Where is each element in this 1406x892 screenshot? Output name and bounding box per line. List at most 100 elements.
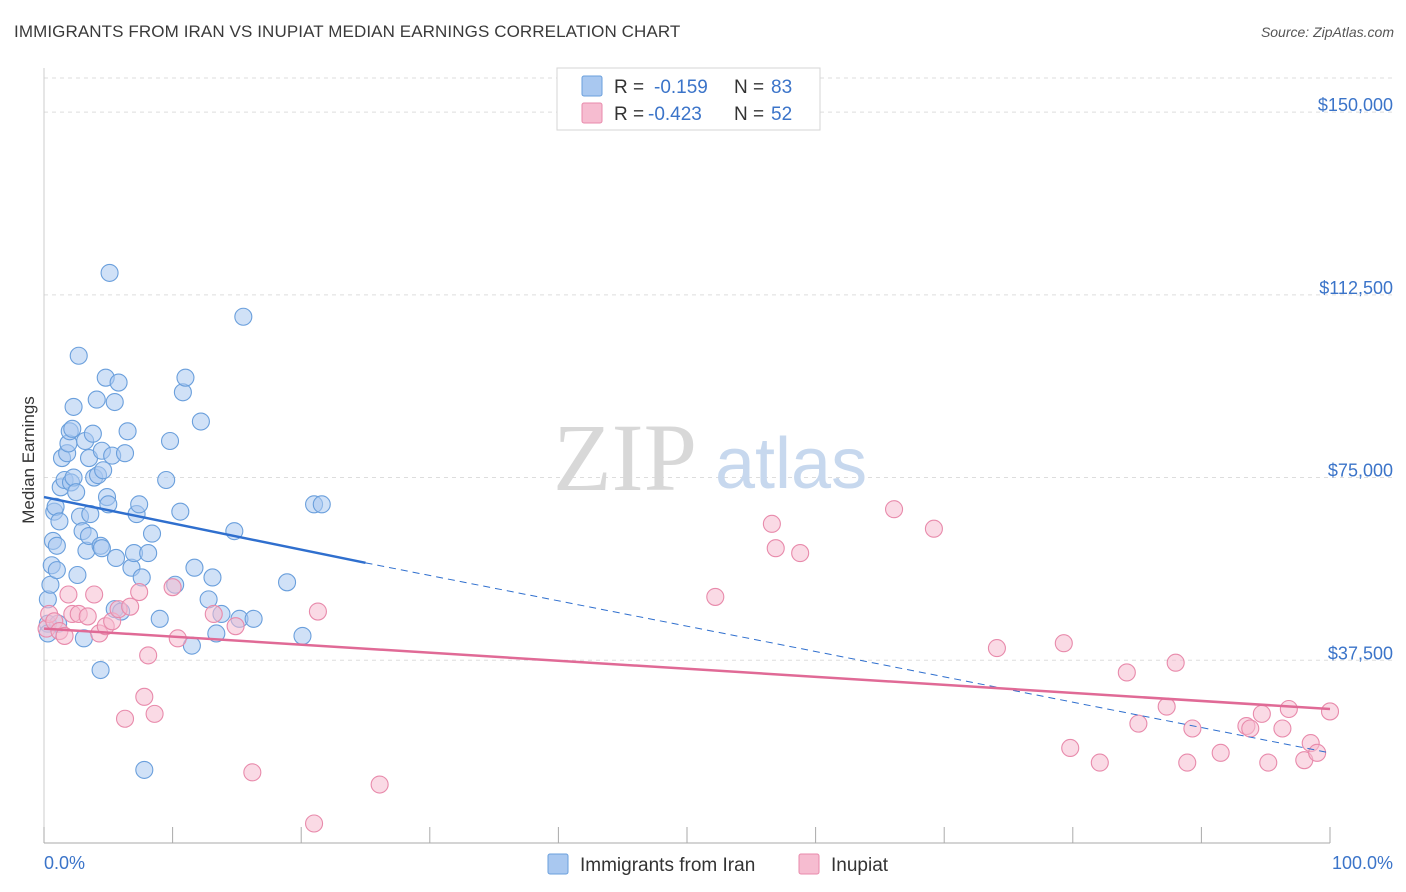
point-iran <box>160 431 180 451</box>
point-inupiat <box>1061 738 1080 758</box>
point-inupiat <box>1178 753 1197 772</box>
trend-line-inupiat <box>43 627 1331 711</box>
point-inupiat <box>924 519 943 538</box>
axes <box>43 68 1331 844</box>
point-iran <box>171 502 190 521</box>
point-iran <box>135 760 154 779</box>
point-inupiat <box>1166 653 1185 672</box>
point-iran <box>47 536 66 555</box>
trend-line-iran-extension <box>365 562 1331 754</box>
point-iran <box>91 660 110 680</box>
bottom-legend-label-inupiat: Inupiat <box>831 855 889 876</box>
legend-n-label-inupiat: N = <box>734 104 764 125</box>
scatter-points <box>37 263 1340 833</box>
y-tick-label: $150,000 <box>1318 95 1393 115</box>
y-tick-label: $75,000 <box>1328 461 1393 481</box>
point-iran <box>234 307 253 326</box>
point-iran <box>100 263 119 282</box>
source-label: Source: ZipAtlas.com <box>1260 24 1394 40</box>
point-inupiat <box>706 587 725 606</box>
point-inupiat <box>115 709 135 728</box>
point-inupiat <box>130 583 149 602</box>
point-iran <box>118 422 137 441</box>
point-iran <box>203 568 222 587</box>
point-inupiat <box>145 704 164 723</box>
point-inupiat <box>243 763 262 782</box>
point-inupiat <box>204 604 223 624</box>
point-inupiat <box>1259 753 1278 772</box>
y-tick-labels: $37,500 $75,000 $112,500 $150,000 <box>1318 95 1393 663</box>
point-iran <box>69 346 88 365</box>
point-iran <box>139 544 158 563</box>
legend-r-label-iran: R = <box>614 77 644 98</box>
point-iran <box>191 412 210 431</box>
legend-n-label-iran: N = <box>734 77 764 98</box>
point-inupiat <box>987 639 1006 658</box>
point-iran <box>130 495 149 514</box>
point-iran <box>50 512 69 531</box>
point-iran <box>293 626 312 645</box>
bottom-legend-swatch-iran <box>547 853 569 875</box>
point-inupiat <box>1252 704 1271 723</box>
point-inupiat <box>305 814 324 833</box>
bottom-legend: Immigrants from Iran Inupiat <box>547 853 889 876</box>
point-iran <box>47 561 66 580</box>
point-iran <box>157 470 176 490</box>
y-tick-label: $37,500 <box>1328 643 1393 663</box>
point-iran <box>87 390 106 409</box>
point-iran <box>312 495 331 514</box>
bottom-legend-swatch-inupiat <box>798 853 820 875</box>
point-inupiat <box>55 626 74 645</box>
point-inupiat <box>1308 743 1327 762</box>
point-iran <box>92 539 111 558</box>
point-inupiat <box>121 597 140 616</box>
point-iran <box>244 609 263 628</box>
point-inupiat <box>1090 753 1109 772</box>
point-inupiat <box>791 544 810 563</box>
point-iran <box>109 373 128 392</box>
x-tick-label-max: 100.0% <box>1332 853 1393 873</box>
point-iran <box>278 573 297 592</box>
point-inupiat <box>139 646 158 665</box>
point-inupiat <box>1117 663 1136 682</box>
point-inupiat <box>1211 743 1230 762</box>
y-tick-label: $112,500 <box>1319 278 1393 298</box>
point-iran <box>83 424 102 443</box>
point-inupiat <box>370 775 389 794</box>
legend-r-value-inupiat: -0.423 <box>648 104 702 125</box>
point-inupiat <box>135 687 154 706</box>
point-inupiat <box>1320 702 1340 721</box>
grid-lines <box>44 77 1395 661</box>
point-inupiat <box>59 585 78 604</box>
watermark-atlas: atlas <box>715 424 867 504</box>
point-inupiat <box>884 500 904 519</box>
point-inupiat <box>1273 719 1292 738</box>
point-inupiat <box>1183 719 1202 738</box>
point-iran <box>67 483 86 502</box>
legend-swatch-iran <box>581 75 603 97</box>
point-iran <box>115 444 135 463</box>
point-iran <box>105 392 124 412</box>
legend-r-label-inupiat: R = <box>614 104 644 125</box>
legend-r-value-iran: -0.159 <box>654 77 708 98</box>
x-tick-label-min: 0.0% <box>44 853 85 873</box>
point-iran <box>63 419 82 438</box>
point-inupiat <box>163 578 182 597</box>
point-iran <box>64 397 83 416</box>
point-iran <box>79 526 99 546</box>
point-iran <box>185 558 204 577</box>
y-axis-label: Median Earnings <box>19 396 38 524</box>
point-inupiat <box>762 514 781 533</box>
bottom-legend-label-iran: Immigrants from Iran <box>580 855 755 876</box>
chart-title: IMMIGRANTS FROM IRAN VS INUPIAT MEDIAN E… <box>14 22 681 41</box>
legend-n-value-inupiat: 52 <box>771 104 792 125</box>
legend-swatch-inupiat <box>581 102 603 124</box>
legend-box: R = -0.159 N = 83 R = -0.423 N = 52 <box>556 67 821 131</box>
point-inupiat <box>226 617 245 636</box>
point-inupiat <box>1129 714 1148 733</box>
point-iran <box>176 368 195 387</box>
trend-line-iran <box>43 495 366 565</box>
point-inupiat <box>78 607 97 626</box>
point-inupiat <box>1279 699 1298 719</box>
